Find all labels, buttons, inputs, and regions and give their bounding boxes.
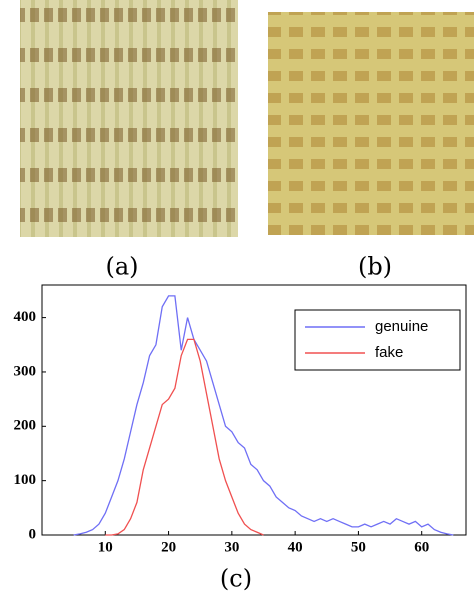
- caption: (b): [358, 253, 392, 281]
- legend-label: genuine: [375, 318, 428, 335]
- x-tick-label: 10: [98, 539, 113, 555]
- y-tick-label: 100: [14, 472, 37, 488]
- y-tick-label: 0: [29, 526, 37, 542]
- image-b: [268, 12, 474, 235]
- x-tick-label: 50: [351, 539, 366, 555]
- legend-label: fake: [375, 344, 403, 361]
- figure: (a) (b) (c) 0 100 200 300 400 10 20 30 40 50 60 gen…: [0, 0, 474, 605]
- x-tick-label: 60: [414, 539, 429, 555]
- caption: (c): [220, 565, 252, 593]
- y-tick-label: 300: [14, 363, 37, 379]
- x-tick-label: 30: [224, 539, 239, 555]
- y-tick-label: 400: [14, 309, 37, 325]
- caption: (a): [105, 253, 138, 281]
- image-a: [20, 0, 238, 237]
- x-tick-label: 20: [161, 539, 176, 555]
- x-tick-label: 40: [288, 539, 303, 555]
- y-tick-label: 200: [14, 418, 37, 434]
